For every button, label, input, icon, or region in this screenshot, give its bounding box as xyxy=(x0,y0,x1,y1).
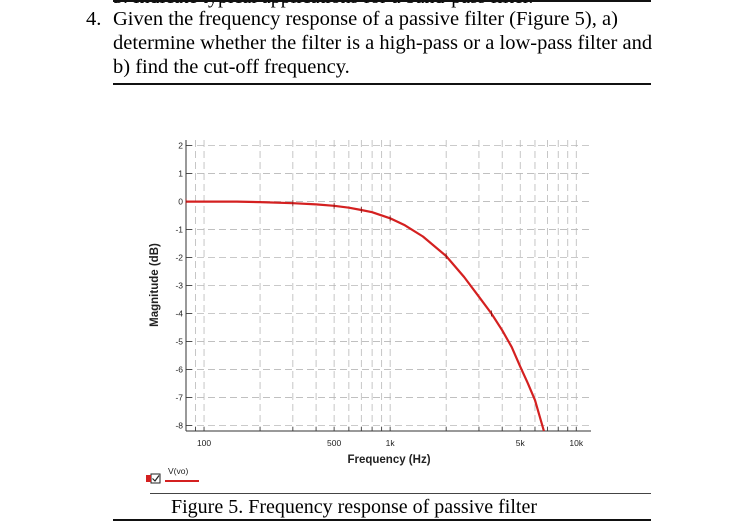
caption-underline xyxy=(113,519,651,521)
question-text: Given the frequency response of a passiv… xyxy=(113,8,653,78)
x-tick-label: 100 xyxy=(197,438,211,448)
chart-legend[interactable]: V(vo) xyxy=(146,466,199,484)
legend-swatch-icon xyxy=(146,475,151,482)
previous-question-fragment: 3. Indicate typical applications for a b… xyxy=(113,0,533,9)
x-axis-label: Frequency (Hz) xyxy=(347,454,430,466)
legend-check-icon xyxy=(152,475,160,482)
y-axis-label: Magnitude (dB) xyxy=(149,243,161,327)
x-tick-label: 5k xyxy=(516,438,526,448)
y-tick-label: -5 xyxy=(175,336,183,346)
x-tick-label: 1k xyxy=(386,438,396,448)
y-tick-label: 1 xyxy=(178,169,183,179)
figure-caption: Figure 5. Frequency response of passive … xyxy=(171,496,538,518)
chart-series xyxy=(185,198,545,432)
y-tick-label: -1 xyxy=(175,225,183,235)
y-tick-label: -7 xyxy=(175,392,183,402)
series-line-0 xyxy=(186,200,545,432)
y-tick-label: 0 xyxy=(178,197,183,207)
legend-entry-label: V(vo) xyxy=(168,466,188,476)
y-tick-label: 2 xyxy=(178,141,183,151)
y-tick-label: -4 xyxy=(175,308,183,318)
x-tick-label: 500 xyxy=(327,438,341,448)
x-tick-label: 10k xyxy=(569,438,583,448)
chart-axes: 2 1 0 -1 -2 -3 -4 -5 -6 -7 -8 100 500 1k 5k 10k xyxy=(175,140,591,448)
question-underline xyxy=(113,83,651,85)
y-tick-label: -6 xyxy=(175,364,183,374)
y-tick-label: -8 xyxy=(175,420,183,430)
y-tick-label: -2 xyxy=(175,253,183,263)
previous-question-underline xyxy=(113,0,651,2)
question-number: 4. xyxy=(86,8,102,30)
caption-top-rule xyxy=(150,493,651,494)
y-tick-label: -3 xyxy=(175,281,183,291)
